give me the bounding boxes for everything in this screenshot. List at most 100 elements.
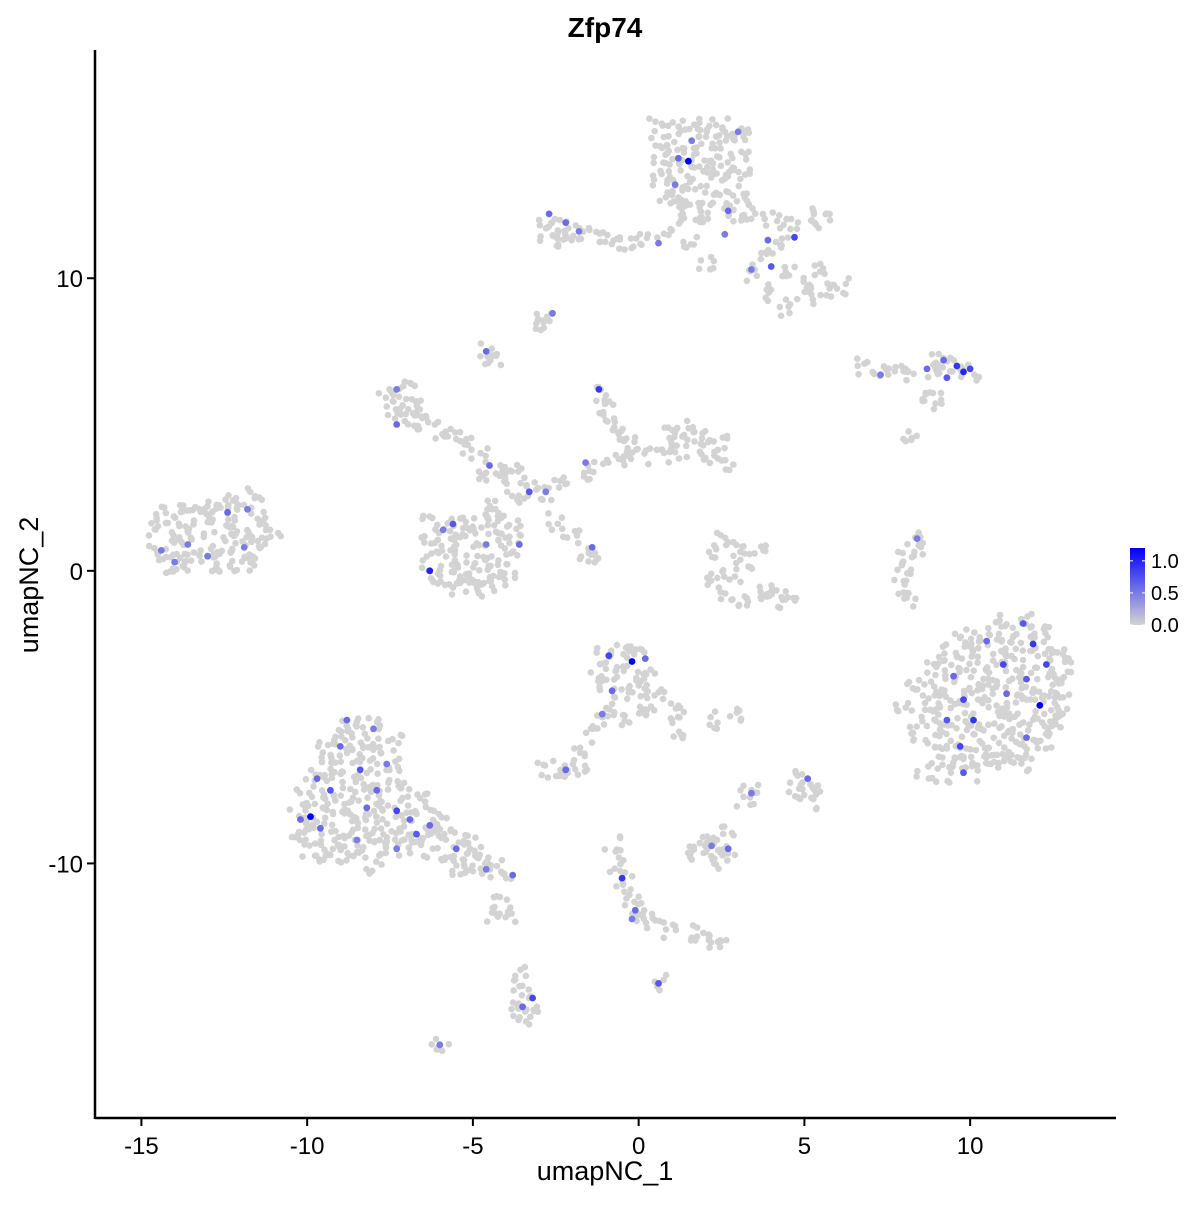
expressing-cell-point [393, 807, 401, 815]
cell-point [248, 538, 255, 546]
cell-point [985, 669, 993, 676]
cell-point [735, 182, 743, 190]
cell-point [730, 206, 737, 214]
cell-point [1057, 724, 1064, 731]
cell-point [675, 455, 683, 462]
cell-point [948, 661, 955, 669]
cell-point [233, 566, 241, 574]
cell-point [975, 644, 982, 652]
x-tick-label: -5 [462, 1133, 483, 1160]
cell-point [908, 707, 915, 714]
cell-point [350, 852, 357, 860]
cell-point [669, 921, 677, 928]
cell-point [519, 982, 526, 990]
cell-point [274, 529, 282, 537]
cell-point [709, 160, 717, 167]
cell-point [229, 497, 237, 504]
cell-point [655, 689, 662, 696]
cell-point [442, 854, 449, 861]
cell-point [691, 438, 698, 445]
cell-point [1017, 679, 1025, 686]
cell-point [151, 544, 158, 552]
cell-point [557, 766, 564, 774]
cell-point [1041, 710, 1048, 718]
cell-point [1012, 699, 1020, 706]
cell-point [925, 763, 932, 770]
y-tick-label: -10 [48, 851, 83, 878]
cell-point [148, 520, 155, 527]
cell-point [870, 370, 878, 377]
cell-point [633, 446, 640, 453]
expressing-cell-point [562, 766, 570, 774]
cell-point [724, 159, 731, 166]
cell-point [436, 566, 444, 574]
cell-point [648, 910, 656, 918]
expressing-cell-point [1036, 702, 1044, 709]
expressing-cell-point [297, 816, 304, 823]
cell-point [996, 724, 1003, 732]
cell-point [902, 704, 909, 711]
cell-point [709, 199, 717, 207]
cell-point [1017, 669, 1025, 677]
cell-point [262, 522, 270, 529]
cell-point [329, 845, 337, 853]
cell-point [438, 814, 445, 821]
cell-point [721, 444, 728, 452]
cell-point [207, 545, 215, 553]
cell-point [343, 857, 350, 864]
expressing-cell-point [970, 716, 977, 724]
expressing-cell-point [956, 743, 964, 750]
cell-point [581, 762, 589, 770]
cell-point [452, 429, 459, 436]
cell-point [509, 999, 517, 1006]
cell-point [718, 457, 725, 464]
expressing-cell-point [157, 547, 165, 554]
cell-point [328, 821, 336, 829]
cell-point [377, 825, 385, 832]
cell-point [344, 807, 352, 815]
cell-point [667, 226, 674, 233]
cell-point [989, 690, 997, 698]
cell-point [626, 682, 633, 690]
cell-point [370, 807, 378, 815]
cell-point [704, 163, 711, 171]
cell-point [811, 262, 819, 269]
cell-point [499, 870, 507, 878]
cell-point [716, 191, 724, 199]
cell-point [658, 446, 666, 454]
cell-point [462, 588, 470, 595]
cell-point [328, 771, 336, 778]
expressing-cell-point [370, 725, 377, 733]
cell-point [522, 972, 530, 980]
expressing-cell-point [515, 541, 523, 548]
cell-point [717, 145, 724, 152]
cell-point [254, 537, 261, 545]
cell-point [972, 746, 980, 754]
cell-point [743, 277, 751, 285]
cell-point [662, 194, 670, 201]
cell-point [363, 769, 371, 777]
cell-point [373, 813, 380, 820]
cell-point [397, 784, 405, 792]
cell-point [1020, 695, 1028, 702]
cell-point [324, 800, 332, 808]
cell-point [260, 508, 267, 516]
cell-point [990, 734, 997, 742]
x-axis-label: umapNC_1 [537, 1156, 674, 1186]
cell-point [585, 224, 593, 232]
cell-point [468, 434, 475, 442]
cell-point [735, 602, 742, 610]
cell-point [382, 849, 390, 857]
cell-point [999, 750, 1006, 758]
cell-point [928, 351, 936, 358]
cell-point [593, 228, 600, 236]
cell-point [610, 711, 617, 719]
cell-point [366, 837, 373, 844]
cell-point [640, 675, 648, 682]
cell-point [388, 828, 395, 835]
cell-point [506, 904, 514, 911]
cell-point [539, 496, 546, 504]
cell-point [711, 708, 719, 715]
cell-point [517, 522, 524, 530]
cell-point [947, 769, 955, 776]
